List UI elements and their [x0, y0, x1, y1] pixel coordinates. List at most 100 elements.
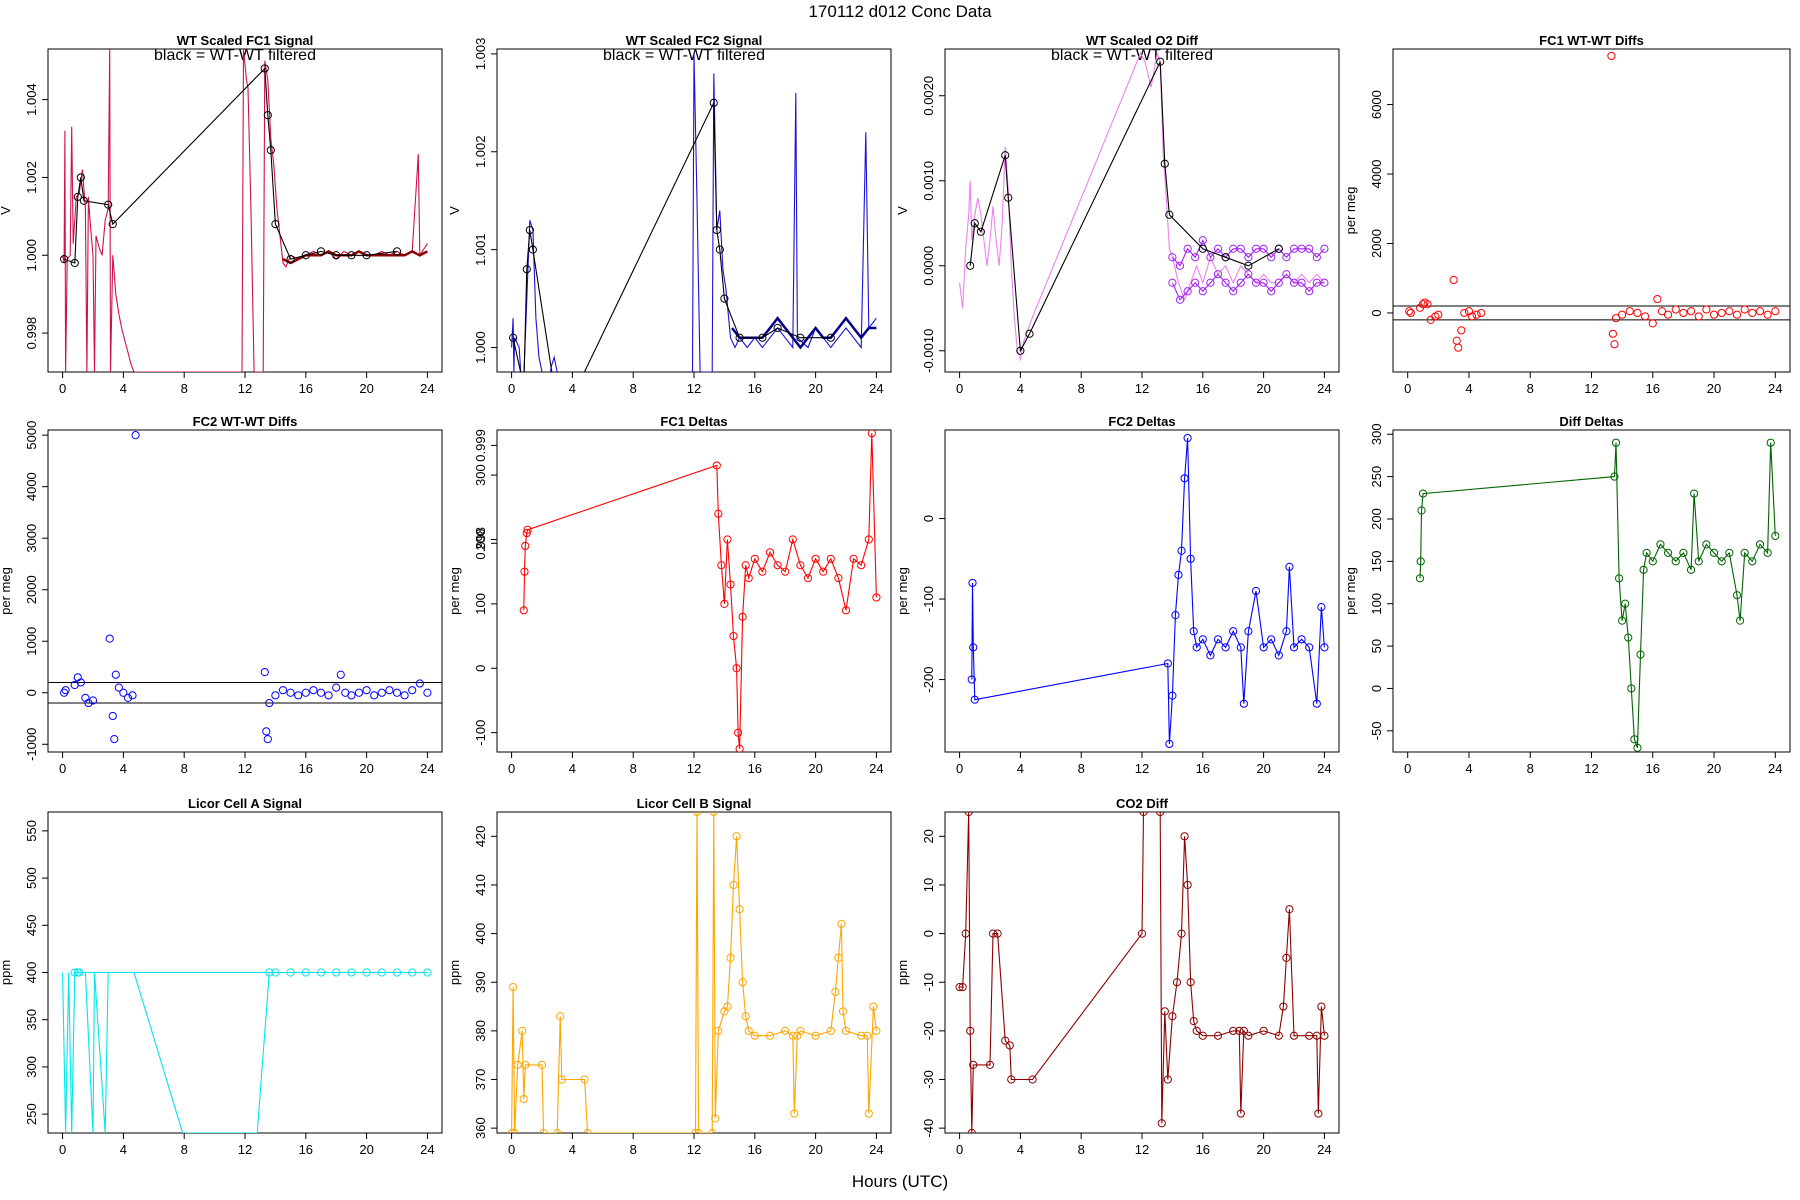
- data-point: [1156, 812, 1165, 817]
- x-tick-label: 12: [1135, 761, 1149, 776]
- data-point: [286, 968, 295, 977]
- data-point: [1614, 574, 1624, 583]
- data-point: [1206, 253, 1215, 262]
- data-point: [1725, 548, 1734, 557]
- plot-area: [1415, 438, 1780, 752]
- data-point: [1641, 312, 1650, 321]
- x-tick-label: 20: [1256, 761, 1270, 776]
- x-tick-label: 4: [1017, 761, 1024, 776]
- data-point: [128, 691, 137, 700]
- data-point: [271, 691, 280, 700]
- data-point: [709, 812, 718, 817]
- data-point: [720, 599, 729, 608]
- y-tick-label: 50: [1369, 639, 1384, 653]
- data-point: [691, 1128, 700, 1133]
- data-point: [966, 1026, 975, 1035]
- data-point: [1748, 557, 1757, 566]
- data-point: [1191, 253, 1200, 262]
- x-tick-label: 8: [181, 381, 188, 396]
- data-point: [1251, 586, 1261, 596]
- data-point: [520, 383, 527, 390]
- data-point: [1766, 438, 1775, 447]
- y-tick-label: 0.0010: [921, 161, 936, 201]
- y-tick-label: 10: [921, 878, 936, 892]
- data-point: [519, 606, 528, 615]
- y-axis-label: per meg: [1343, 187, 1358, 235]
- data-point: [1198, 635, 1207, 644]
- data-point: [415, 679, 424, 688]
- data-point: [557, 422, 564, 429]
- data-point: [525, 225, 534, 235]
- data-point: [301, 968, 310, 977]
- data-point: [1165, 739, 1174, 749]
- data-point: [1305, 287, 1314, 296]
- data-point: [1239, 1026, 1248, 1035]
- series-line: [959, 812, 1325, 1133]
- data-point: [1139, 812, 1148, 817]
- data-point: [714, 509, 723, 518]
- data-point: [1192, 1026, 1201, 1035]
- data-point: [423, 688, 432, 697]
- data-point: [286, 688, 295, 697]
- data-point: [1177, 546, 1186, 555]
- data-point: [750, 1031, 759, 1040]
- x-tick-label: 16: [1196, 1142, 1210, 1157]
- data-point: [278, 686, 288, 695]
- data-point: [1244, 270, 1253, 279]
- series-1: [967, 433, 1329, 749]
- series-2: [70, 968, 432, 977]
- data-point: [714, 1026, 723, 1035]
- data-point: [985, 1060, 995, 1070]
- data-point: [1163, 659, 1172, 668]
- data-point: [796, 1026, 805, 1035]
- data-point: [1297, 278, 1306, 287]
- data-point: [1007, 1075, 1016, 1084]
- series-1: [62, 971, 428, 1133]
- data-point: [849, 554, 858, 563]
- x-tick-label: 24: [1768, 381, 1782, 396]
- y-tick-label: 100: [1369, 593, 1384, 615]
- chart-panel-8: Diff Deltas per meg 0 4 8 12 16 20 24 -50 0 50 100 15…: [1343, 414, 1791, 776]
- data-point: [408, 968, 417, 977]
- x-tick-label: 24: [869, 761, 883, 776]
- data-point: [723, 535, 732, 544]
- data-point: [1317, 1002, 1326, 1011]
- data-point: [423, 968, 432, 977]
- plot-frame: [496, 811, 892, 1134]
- series-line: [512, 102, 831, 372]
- data-point: [510, 1128, 519, 1133]
- x-tick-label: 8: [181, 761, 188, 776]
- data-point: [1732, 310, 1742, 319]
- data-point: [872, 593, 881, 602]
- data-point: [521, 1060, 530, 1070]
- data-point: [1005, 1041, 1014, 1050]
- data-point: [1213, 1031, 1223, 1040]
- data-point: [294, 691, 303, 700]
- data-point: [1771, 307, 1780, 316]
- data-point: [1297, 635, 1306, 644]
- y-tick-label: 0: [24, 689, 39, 696]
- data-point: [539, 1128, 548, 1133]
- data-point: [1186, 978, 1195, 987]
- plot-frame: [1392, 48, 1791, 373]
- data-point: [826, 333, 835, 342]
- data-point: [1449, 275, 1458, 285]
- y-tick-label: 20: [921, 829, 936, 843]
- data-point: [1740, 548, 1749, 557]
- chart-title: FC1 WT-WT Diffs: [1539, 33, 1644, 48]
- data-point: [1016, 346, 1025, 355]
- x-tick-label: 24: [420, 1142, 434, 1157]
- data-point: [362, 251, 371, 260]
- x-tick-label: 20: [808, 381, 822, 396]
- x-tick-label: 12: [238, 381, 252, 396]
- data-point: [1748, 308, 1757, 318]
- x-tick-label: 12: [1135, 1142, 1149, 1157]
- data-point: [1312, 253, 1321, 262]
- data-point: [788, 1031, 797, 1040]
- data-point: [1755, 540, 1765, 549]
- data-point: [708, 1128, 717, 1133]
- data-point: [735, 333, 744, 342]
- data-point: [271, 220, 280, 229]
- series-3: [509, 98, 835, 429]
- y-tick-label: 200: [473, 529, 488, 551]
